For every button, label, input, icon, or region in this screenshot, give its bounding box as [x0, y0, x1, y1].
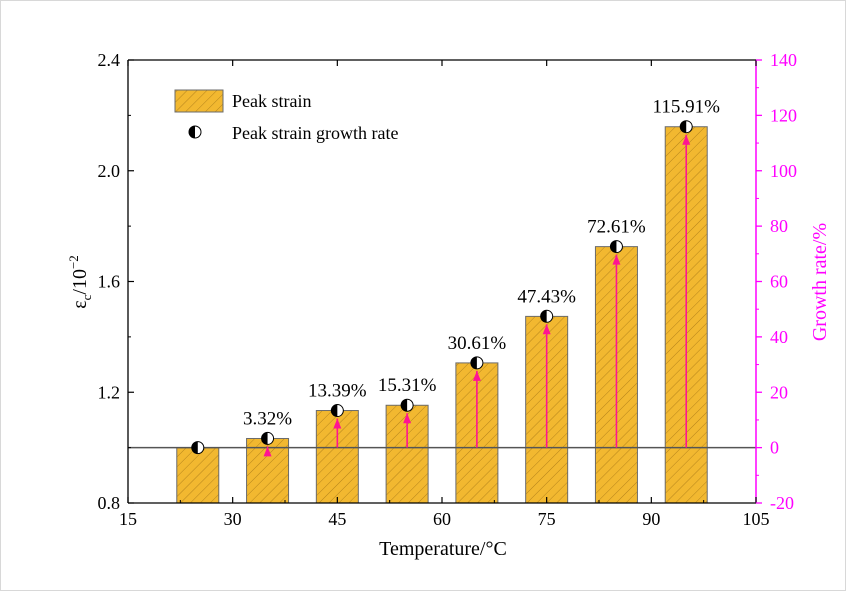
legend-marker-growth-rate: [188, 125, 202, 139]
growth-point-fill-95: [680, 120, 687, 133]
x-tick-label-105: 105: [743, 509, 770, 529]
y-right-axis-label: Growth rate/%: [809, 223, 831, 341]
y-left-tick-label-1.2: 1.2: [98, 382, 121, 402]
growth-arrowhead-85: [612, 254, 621, 265]
y-left-tick-label-2.0: 2.0: [98, 161, 121, 181]
growth-arrowhead-95: [682, 134, 691, 145]
x-tick-label-60: 60: [433, 509, 451, 529]
growth-point-55: [400, 398, 414, 412]
y-right-tick-label-120: 120: [770, 105, 797, 125]
markers-layer: [191, 120, 693, 455]
growth-point-95: [679, 120, 693, 134]
data-label-95: 115.91%: [653, 97, 721, 118]
growth-arrowhead-45: [333, 418, 342, 429]
bar-55: [385, 404, 429, 504]
y-right-tick-label-140: 140: [770, 50, 797, 70]
x-tick-label-75: 75: [538, 509, 556, 529]
y-left-tick-label-1.6: 1.6: [98, 272, 121, 292]
growth-point-85: [609, 240, 623, 254]
growth-arrowhead-75: [542, 324, 551, 335]
data-labels-layer: 3.32% 13.39% 15.31% 30.61% 47.43% 72.61% 115.9…: [243, 97, 720, 430]
growth-arrowhead-35: [263, 446, 272, 457]
x-tick-label-15: 15: [119, 509, 137, 529]
growth-point-fill-45: [331, 404, 338, 417]
legend-label-peak-strain: Peak strain: [232, 91, 311, 111]
data-label-75: 47.43%: [517, 286, 576, 307]
y-right-tick-label-40: 40: [770, 327, 788, 347]
growth-point-75: [540, 309, 554, 323]
data-label-45: 13.39%: [308, 381, 367, 402]
growth-point-fill-65: [470, 356, 477, 369]
growth-point-65: [470, 356, 484, 370]
y-left-axis-label: εc/10−2: [66, 255, 94, 309]
growth-point-35: [261, 431, 275, 445]
growth-point-fill-75: [540, 310, 547, 323]
y-right-tick-label-80: 80: [770, 216, 788, 236]
x-tick-label-45: 45: [328, 509, 346, 529]
growth-point-45: [330, 404, 344, 418]
growth-point-fill-25: [191, 441, 198, 454]
bars-layer: [176, 126, 708, 504]
bar-25: [176, 447, 220, 504]
y-right-tick-label-0: 0: [770, 438, 779, 458]
axes-layer: 15 30 45 60 75 90 105 0.8 1.2 1.6 2.0 2.4 -20 0 20 40 60…: [98, 50, 798, 529]
data-label-55: 15.31%: [378, 375, 437, 396]
data-label-85: 72.61%: [587, 217, 646, 238]
y-right-tick-label--20: -20: [770, 493, 794, 513]
growth-arrowhead-65: [472, 370, 481, 381]
y-left-tick-label-2.4: 2.4: [98, 50, 121, 70]
growth-point-fill-85: [610, 240, 617, 253]
legend-label-growth-rate: Peak strain growth rate: [232, 123, 398, 143]
data-label-65: 30.61%: [448, 333, 507, 354]
growth-point-fill-55: [401, 399, 408, 412]
legend: Peak strain Peak strain growth rate: [174, 89, 398, 143]
growth-arrowhead-55: [403, 413, 412, 424]
x-tick-label-30: 30: [224, 509, 242, 529]
growth-point-fill-35: [261, 432, 268, 445]
legend-swatch-peak-strain: [174, 89, 224, 113]
svg-text:εc/10−2: εc/10−2: [66, 255, 94, 309]
svg-text:Growth rate/%: Growth rate/%: [809, 223, 831, 341]
y-right-tick-label-20: 20: [770, 382, 788, 402]
growth-point-25: [191, 441, 205, 455]
arrows-layer: [263, 134, 691, 457]
x-axis-label: Temperature/°C: [379, 538, 507, 560]
y-right-tick-label-100: 100: [770, 161, 797, 181]
x-tick-label-90: 90: [642, 509, 660, 529]
data-label-35: 3.32%: [243, 408, 292, 429]
y-left-tick-label-0.8: 0.8: [98, 493, 121, 513]
y-right-tick-label-60: 60: [770, 272, 788, 292]
